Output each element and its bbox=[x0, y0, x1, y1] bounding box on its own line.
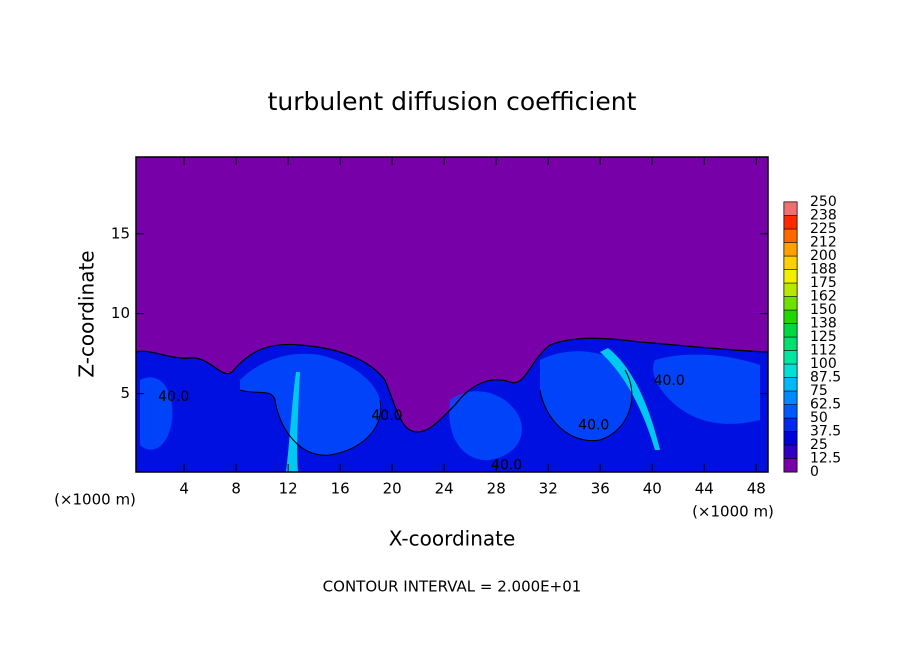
colorbar-label: 0 bbox=[810, 464, 819, 480]
colorbar-label: 138 bbox=[810, 316, 837, 332]
colorbar-box bbox=[783, 282, 798, 297]
colorbar-label: 175 bbox=[810, 275, 837, 291]
x-tick-label: 48 bbox=[747, 480, 766, 498]
colorbar-label: 37.5 bbox=[810, 424, 841, 440]
colorbar-label: 87.5 bbox=[810, 370, 841, 386]
colorbar-box bbox=[783, 444, 798, 459]
y-tick-label: 15 bbox=[111, 224, 130, 242]
colorbar-box bbox=[783, 309, 798, 324]
colorbar-label: 238 bbox=[810, 208, 837, 224]
colorbar-label: 12.5 bbox=[810, 451, 841, 467]
colorbar-box bbox=[783, 458, 798, 473]
colorbar-label: 25 bbox=[810, 437, 828, 453]
colorbar-label: 75 bbox=[810, 383, 828, 399]
colorbar-label: 50 bbox=[810, 410, 828, 426]
x-tick-label: 4 bbox=[179, 480, 189, 498]
contour-label: 40.0 bbox=[654, 373, 685, 389]
x-tick-label: 28 bbox=[487, 480, 506, 498]
contour-interval: CONTOUR INTERVAL = 2.000E+01 bbox=[323, 578, 582, 596]
contour-line bbox=[239, 369, 633, 456]
colorbar-label: 150 bbox=[810, 302, 837, 318]
colorbar-box bbox=[783, 242, 798, 257]
x-tick-label: 20 bbox=[383, 480, 402, 498]
plot-frame bbox=[135, 156, 769, 473]
contour-label: 40.0 bbox=[491, 458, 522, 474]
x-tick-label: 36 bbox=[591, 480, 610, 498]
colorbar-box bbox=[783, 431, 798, 446]
colorbar-box bbox=[783, 336, 798, 351]
colorbar-box bbox=[783, 296, 798, 311]
colorbar-box bbox=[783, 228, 798, 243]
x-tick-label: 40 bbox=[643, 480, 662, 498]
x-tick-label: 16 bbox=[331, 480, 350, 498]
colorbar-label: 188 bbox=[810, 262, 837, 278]
x-tick-label: 32 bbox=[539, 480, 558, 498]
x-tick-label: 44 bbox=[695, 480, 714, 498]
contour-label: 40.0 bbox=[158, 389, 189, 405]
y-tick-label: 5 bbox=[120, 384, 130, 402]
y-tick-label: 10 bbox=[111, 304, 130, 322]
x-unit: (×1000 m) bbox=[54, 491, 136, 509]
colorbar-box bbox=[783, 215, 798, 230]
contour-line bbox=[135, 337, 769, 433]
colorbar-box bbox=[783, 404, 798, 419]
contour-label: 40.0 bbox=[578, 418, 609, 434]
colorbar-label: 100 bbox=[810, 356, 837, 372]
colorbar-box bbox=[783, 363, 798, 378]
colorbar-label: 200 bbox=[810, 248, 837, 264]
colorbar-label: 162 bbox=[810, 289, 837, 305]
colorbar-box bbox=[783, 323, 798, 338]
x-tick-label: 24 bbox=[435, 480, 454, 498]
field bbox=[135, 157, 769, 472]
colorbar-box bbox=[783, 417, 798, 432]
chart-title: turbulent diffusion coefficient bbox=[268, 87, 637, 116]
x-tick-label: 8 bbox=[231, 480, 241, 498]
colorbar-label: 125 bbox=[810, 329, 837, 345]
colorbar-label: 250 bbox=[810, 194, 837, 210]
contour-label: 40.0 bbox=[371, 408, 402, 424]
colorbar-box bbox=[783, 255, 798, 270]
colorbar-box bbox=[783, 201, 798, 216]
colorbar-label: 212 bbox=[810, 235, 837, 251]
colorbar-label: 62.5 bbox=[810, 397, 841, 413]
x-axis-label: X-coordinate bbox=[389, 527, 516, 551]
x-tick-label: 12 bbox=[279, 480, 298, 498]
y-axis-label: Z-coordinate bbox=[75, 250, 99, 377]
colorbar-label: 225 bbox=[810, 221, 837, 237]
colorbar-box bbox=[783, 377, 798, 392]
colorbar-label: 112 bbox=[810, 343, 837, 359]
colorbar-box bbox=[783, 390, 798, 405]
colorbar-box bbox=[783, 350, 798, 365]
x-unit: (×1000 m) bbox=[692, 503, 774, 521]
colorbar-box bbox=[783, 269, 798, 284]
